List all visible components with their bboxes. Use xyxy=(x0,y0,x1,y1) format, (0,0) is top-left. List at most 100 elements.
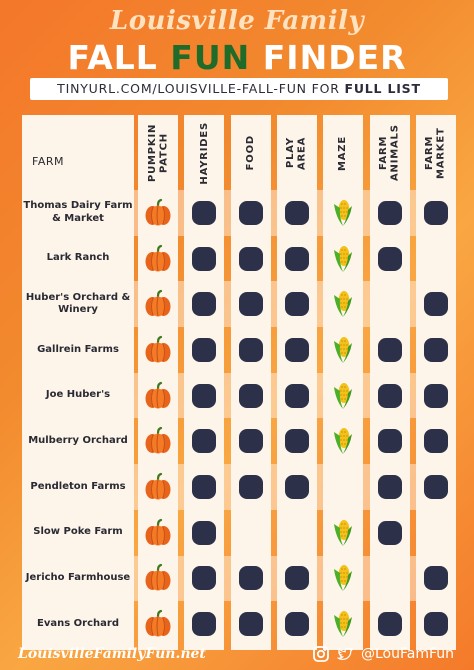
feature-dot xyxy=(284,383,309,408)
feature-dot xyxy=(377,612,402,637)
feature-dot xyxy=(423,292,448,317)
corn-icon xyxy=(331,426,355,456)
corn-icon xyxy=(331,381,355,411)
column-header: FOOD xyxy=(231,119,271,187)
pumpkin-icon xyxy=(143,244,173,274)
feature-dot xyxy=(192,612,217,637)
feature-dot xyxy=(423,200,448,225)
header-main-title: FALL FUN FINDER xyxy=(0,38,474,77)
farm-name: Joe Huber's xyxy=(45,389,111,401)
farm-name: Gallrein Farms xyxy=(37,343,119,355)
feature-dot xyxy=(423,475,448,500)
footer-social: @LouFamFun xyxy=(313,646,454,662)
farm-name: Jericho Farmhouse xyxy=(25,572,131,584)
feature-dot xyxy=(192,520,217,545)
column-header-label: FARM MARKET xyxy=(424,127,447,179)
feature-dot xyxy=(284,475,309,500)
feature-dot xyxy=(238,566,263,591)
corn-icon xyxy=(331,609,355,639)
feature-dot xyxy=(284,337,309,362)
pumpkin-icon xyxy=(143,198,173,228)
url-text[interactable]: TINYURL.COM/LOUISVILLE-FALL-FUN FOR xyxy=(57,81,345,96)
feature-dot xyxy=(377,520,402,545)
corn-icon xyxy=(331,335,355,365)
feature-dot xyxy=(238,429,263,454)
header-title: Louisville Family xyxy=(109,6,365,36)
feature-dot xyxy=(284,612,309,637)
header-main-part1: FALL xyxy=(67,38,171,77)
column-header: MAZE xyxy=(323,119,363,187)
feature-dot xyxy=(192,337,217,362)
pumpkin-icon xyxy=(143,563,173,593)
column-header: PLAY AREA xyxy=(277,119,317,187)
corn-icon xyxy=(331,198,355,228)
column-header: FARM ANIMALS xyxy=(370,119,410,187)
feature-dot xyxy=(284,246,309,271)
feature-dot xyxy=(377,429,402,454)
column-header: PUMPKIN PATCH xyxy=(138,119,178,187)
farm-name: Evans Orchard xyxy=(37,617,119,629)
farm-name: Lark Ranch xyxy=(46,252,110,264)
footer-site[interactable]: LouisvilleFamilyFun.net xyxy=(18,646,206,662)
farm-name: Thomas Dairy Farm & Market xyxy=(23,200,133,224)
feature-dot xyxy=(284,429,309,454)
column-header: FARM MARKET xyxy=(416,119,456,187)
corn-icon xyxy=(331,244,355,274)
footer-handle[interactable]: @LouFamFun xyxy=(360,646,454,662)
column-header-label: PLAY AREA xyxy=(285,136,308,170)
farm-name: Slow Poke Farm xyxy=(33,526,123,538)
feature-dot xyxy=(192,292,217,317)
header-main-highlight: FUN xyxy=(170,38,251,77)
feature-column-bg xyxy=(369,115,410,650)
feature-dot xyxy=(238,475,263,500)
feature-dot xyxy=(377,383,402,408)
feature-table: PUMPKIN PATCH HAYRIDES FOOD PLAY AREA MAZE FA… xyxy=(22,115,456,650)
feature-dot xyxy=(377,246,402,271)
feature-dot xyxy=(238,612,263,637)
feature-dot xyxy=(192,475,217,500)
corn-icon xyxy=(331,518,355,548)
feature-dot xyxy=(284,566,309,591)
pumpkin-icon xyxy=(143,289,173,319)
column-header-label: PUMPKIN PATCH xyxy=(146,123,170,183)
feature-dot xyxy=(238,200,263,225)
pumpkin-icon xyxy=(143,381,173,411)
feature-dot xyxy=(238,383,263,408)
farm-name: Huber's Orchard & Winery xyxy=(25,291,131,316)
feature-dot xyxy=(377,475,402,500)
pumpkin-icon xyxy=(143,609,173,639)
feature-dot xyxy=(284,200,309,225)
feature-dot xyxy=(423,337,448,362)
feature-dot xyxy=(284,292,309,317)
feature-dot xyxy=(423,612,448,637)
farm-name: Mulberry Orchard xyxy=(28,435,128,447)
header-main-part2: FINDER xyxy=(250,38,407,77)
corn-icon xyxy=(331,289,355,319)
pumpkin-icon xyxy=(143,426,173,456)
feature-dot xyxy=(192,200,217,225)
feature-dot xyxy=(192,429,217,454)
feature-dot xyxy=(423,383,448,408)
farm-column-bg xyxy=(22,115,134,650)
url-bold[interactable]: FULL LIST xyxy=(344,81,421,96)
twitter-icon[interactable] xyxy=(336,646,353,662)
farm-column-header: FARM xyxy=(32,155,64,168)
feature-dot xyxy=(377,200,402,225)
pumpkin-icon xyxy=(143,472,173,502)
column-header-label: FARM ANIMALS xyxy=(378,124,401,182)
feature-dot xyxy=(192,246,217,271)
corn-icon xyxy=(331,563,355,593)
feature-dot xyxy=(192,566,217,591)
pumpkin-icon xyxy=(143,518,173,548)
feature-dot xyxy=(423,429,448,454)
url-bar[interactable]: TINYURL.COM/LOUISVILLE-FALL-FUN FOR FULL… xyxy=(30,78,448,100)
instagram-icon[interactable] xyxy=(313,646,329,662)
feature-dot xyxy=(423,566,448,591)
feature-dot xyxy=(377,337,402,362)
feature-dot xyxy=(238,337,263,362)
column-header-label: FOOD xyxy=(244,135,256,171)
feature-dot xyxy=(192,383,217,408)
feature-dot xyxy=(238,246,263,271)
column-header-label: MAZE xyxy=(337,135,349,171)
